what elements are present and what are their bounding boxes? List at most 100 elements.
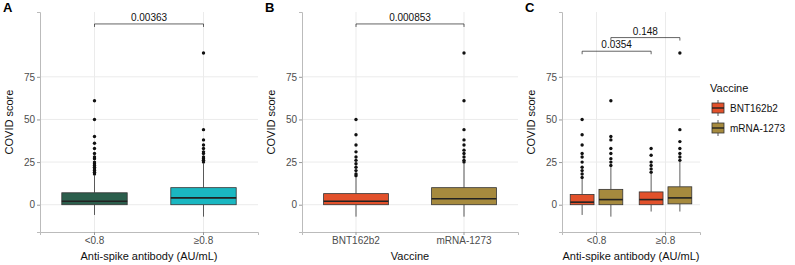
outlier	[580, 169, 583, 172]
box	[171, 51, 236, 216]
comparison-bracket	[356, 24, 464, 27]
box-body	[171, 188, 236, 205]
outlier	[354, 143, 357, 146]
outlier	[678, 51, 681, 54]
x-axis-title: Anti-spike antibody (AU/mL)	[81, 250, 218, 262]
outlier	[354, 118, 357, 121]
outlier	[649, 154, 652, 157]
y-tick: 0	[29, 199, 40, 210]
whisker-high	[651, 174, 652, 192]
outlier	[580, 176, 583, 179]
x-tick: ≥0.8	[656, 232, 676, 246]
box	[324, 118, 389, 217]
median	[432, 198, 497, 200]
outlier	[93, 147, 96, 150]
whisker-high	[464, 164, 465, 188]
median	[570, 201, 594, 203]
outlier	[202, 147, 205, 150]
outlier	[202, 51, 205, 54]
legend-key-median	[712, 127, 724, 128]
plot-area	[324, 51, 497, 216]
x-axis: BNT162b2mRNA-1273	[303, 232, 519, 246]
y-tick-label: 0	[291, 199, 297, 210]
p-value: 0.000853	[389, 12, 431, 23]
outlier	[462, 143, 465, 146]
legend-title: Vaccine	[710, 82, 748, 94]
box	[570, 118, 594, 215]
grid-line-x	[596, 12, 597, 232]
x-tick: <0.8	[587, 232, 607, 246]
p-value: 0.00363	[131, 12, 168, 23]
y-tick-label: 75	[286, 72, 298, 83]
median	[668, 197, 692, 199]
legend-key	[712, 123, 724, 133]
median	[62, 201, 127, 203]
y-tick-mark	[559, 77, 562, 78]
outlier	[354, 133, 357, 136]
outlier	[649, 164, 652, 167]
x-axis: <0.8 ≥0.8	[563, 232, 701, 246]
panel-label: B	[265, 0, 274, 15]
outlier	[93, 118, 96, 121]
y-tick: 75	[24, 72, 40, 83]
x-axis-line	[563, 233, 701, 236]
grid-line-y	[302, 119, 518, 120]
whisker-high	[94, 176, 95, 193]
y-tick: 25	[546, 157, 562, 168]
outlier	[354, 150, 357, 153]
outlier	[678, 155, 681, 158]
y-axis-line	[559, 13, 563, 233]
grid-line-y	[562, 76, 700, 77]
y-tick-label: 75	[24, 72, 36, 83]
outlier	[649, 160, 652, 163]
box-body	[639, 192, 663, 205]
y-tick-label: 50	[24, 114, 36, 125]
legend-item: BNT162b2	[712, 100, 778, 116]
y-tick-label: 50	[286, 114, 298, 125]
outlier	[580, 160, 583, 163]
outlier	[649, 167, 652, 170]
y-tick-mark	[37, 77, 40, 78]
outlier	[354, 162, 357, 165]
outlier	[580, 165, 583, 168]
y-tick: 25	[286, 157, 302, 168]
box-body	[668, 187, 692, 204]
whisker-low	[651, 205, 652, 212]
outlier	[93, 99, 96, 102]
outlier	[609, 138, 612, 141]
outlier	[678, 128, 681, 131]
outlier	[93, 142, 96, 145]
outlier	[354, 159, 357, 162]
grid-line-y	[302, 76, 518, 77]
median	[171, 197, 236, 199]
whisker-low	[203, 205, 204, 217]
median	[324, 201, 389, 203]
figure: 0.00363 0 25 50 75 <0.8 ≥0.8 Anti-spike antibod…	[0, 0, 795, 265]
outlier	[609, 99, 612, 102]
outlier	[609, 135, 612, 138]
outlier	[202, 138, 205, 141]
whisker-low	[679, 204, 680, 212]
x-tick-label: <0.8	[587, 235, 607, 246]
outlier	[609, 152, 612, 155]
y-tick-mark	[559, 162, 562, 163]
y-tick-mark	[299, 77, 302, 78]
grid-line-y	[40, 76, 258, 77]
legend: Vaccine BNT162b2 mRNA-1273	[710, 82, 785, 136]
outlier	[609, 160, 612, 163]
outlier	[462, 128, 465, 131]
p-value: 0.0354	[601, 39, 632, 50]
x-tick-label: ≥0.8	[194, 235, 214, 246]
outlier	[580, 152, 583, 155]
median	[599, 199, 623, 201]
x-tick-label: ≥0.8	[656, 235, 676, 246]
legend-item: mRNA-1273	[712, 120, 785, 136]
y-tick-label: 0	[29, 199, 35, 210]
y-tick-mark	[299, 119, 302, 120]
outlier	[462, 99, 465, 102]
plot-area	[62, 51, 236, 216]
outlier	[462, 152, 465, 155]
y-tick-label: 25	[546, 157, 558, 168]
grid	[40, 12, 258, 232]
whisker-low	[94, 205, 95, 215]
